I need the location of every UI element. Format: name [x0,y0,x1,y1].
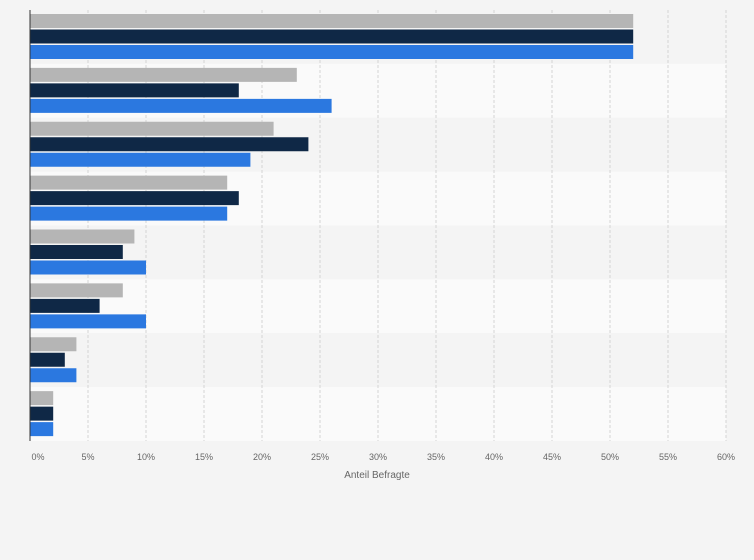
bar [30,229,135,244]
bar [30,391,54,406]
x-tick-label: 5% [81,452,94,462]
bar [30,283,123,298]
bar [30,137,309,152]
bar [30,67,297,82]
x-tick-label: 10% [137,452,155,462]
bar [30,98,332,113]
bar [30,175,228,190]
x-tick-label: 0% [31,452,44,462]
bar [30,245,123,259]
x-tick-label: 45% [543,452,561,462]
bar [30,29,634,44]
bars [30,14,634,437]
x-tick-label: 25% [311,452,329,462]
bar [30,368,77,383]
bar [30,352,65,367]
x-tick-label: 50% [601,452,619,462]
x-tick-label: 30% [369,452,387,462]
bar [30,206,228,221]
bar [30,298,100,313]
x-tick-label: 20% [253,452,271,462]
x-axis-label: Anteil Befragte [344,470,410,481]
bar [30,260,146,275]
x-tick-label: 15% [195,452,213,462]
bar [30,406,54,421]
bar [30,422,54,437]
bar [30,152,251,167]
bar [30,121,274,136]
x-tick-label: 55% [659,452,677,462]
x-tick-label: 35% [427,452,445,462]
bar [30,14,634,28]
bar [30,191,239,206]
bar [30,314,146,329]
bar [30,337,77,352]
bar [30,45,634,59]
x-tick-label: 40% [485,452,503,462]
x-tick-label: 60% [717,452,735,462]
bar [30,83,239,98]
x-tick-labels: 0% 5% 10% 15% 20% 25% 30% 35% 40% 45% 50% 55% 60% [31,452,735,462]
